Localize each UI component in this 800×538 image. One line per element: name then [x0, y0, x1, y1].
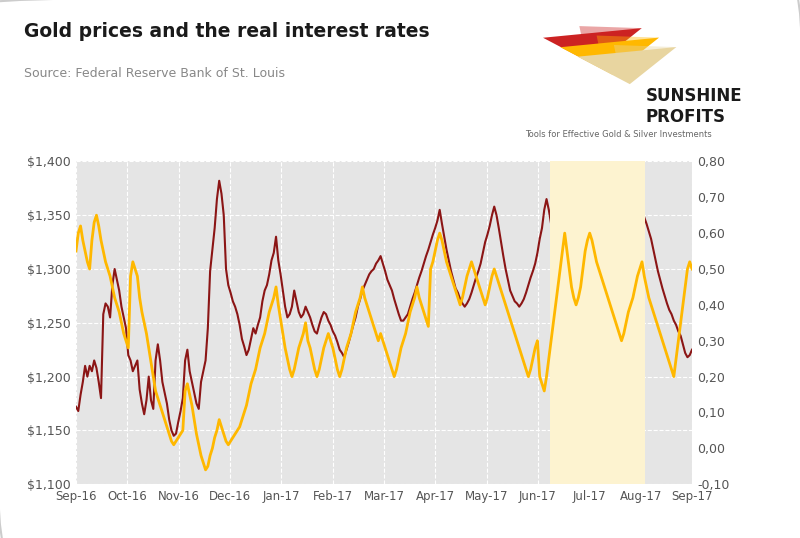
- Bar: [550, 161, 645, 484]
- Text: SUNSHINE: SUNSHINE: [646, 87, 742, 105]
- Text: Gold prices and the real interest rates: Gold prices and the real interest rates: [24, 22, 430, 40]
- Polygon shape: [597, 36, 659, 56]
- Polygon shape: [578, 47, 676, 84]
- Text: PROFITS: PROFITS: [646, 109, 726, 126]
- Polygon shape: [614, 45, 676, 66]
- Text: Source: Federal Reserve Bank of St. Louis: Source: Federal Reserve Bank of St. Loui…: [24, 67, 285, 80]
- Polygon shape: [543, 28, 642, 65]
- Polygon shape: [579, 26, 642, 47]
- Polygon shape: [560, 38, 659, 75]
- Text: Tools for Effective Gold & Silver Investments: Tools for Effective Gold & Silver Invest…: [525, 130, 711, 139]
